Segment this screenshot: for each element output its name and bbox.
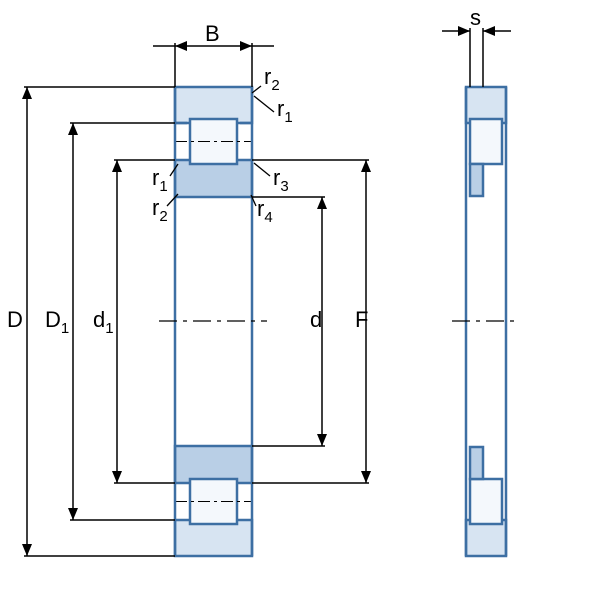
svg-text:d: d [310, 307, 322, 332]
svg-text:D: D [7, 307, 23, 332]
svg-text:r1: r1 [152, 165, 168, 195]
svg-text:F: F [355, 307, 368, 332]
svg-text:s: s [470, 5, 481, 30]
svg-text:r4: r4 [257, 196, 273, 226]
bearing-diagram: DD1d1dFBsr2r1r1r2r3r4 [0, 0, 600, 600]
svg-text:r2: r2 [264, 64, 280, 94]
svg-text:B: B [205, 21, 220, 46]
svg-text:D1: D1 [45, 307, 69, 337]
svg-text:r3: r3 [273, 165, 289, 195]
svg-text:d1: d1 [93, 307, 114, 337]
svg-text:r2: r2 [152, 195, 168, 225]
svg-text:r1: r1 [277, 96, 293, 126]
